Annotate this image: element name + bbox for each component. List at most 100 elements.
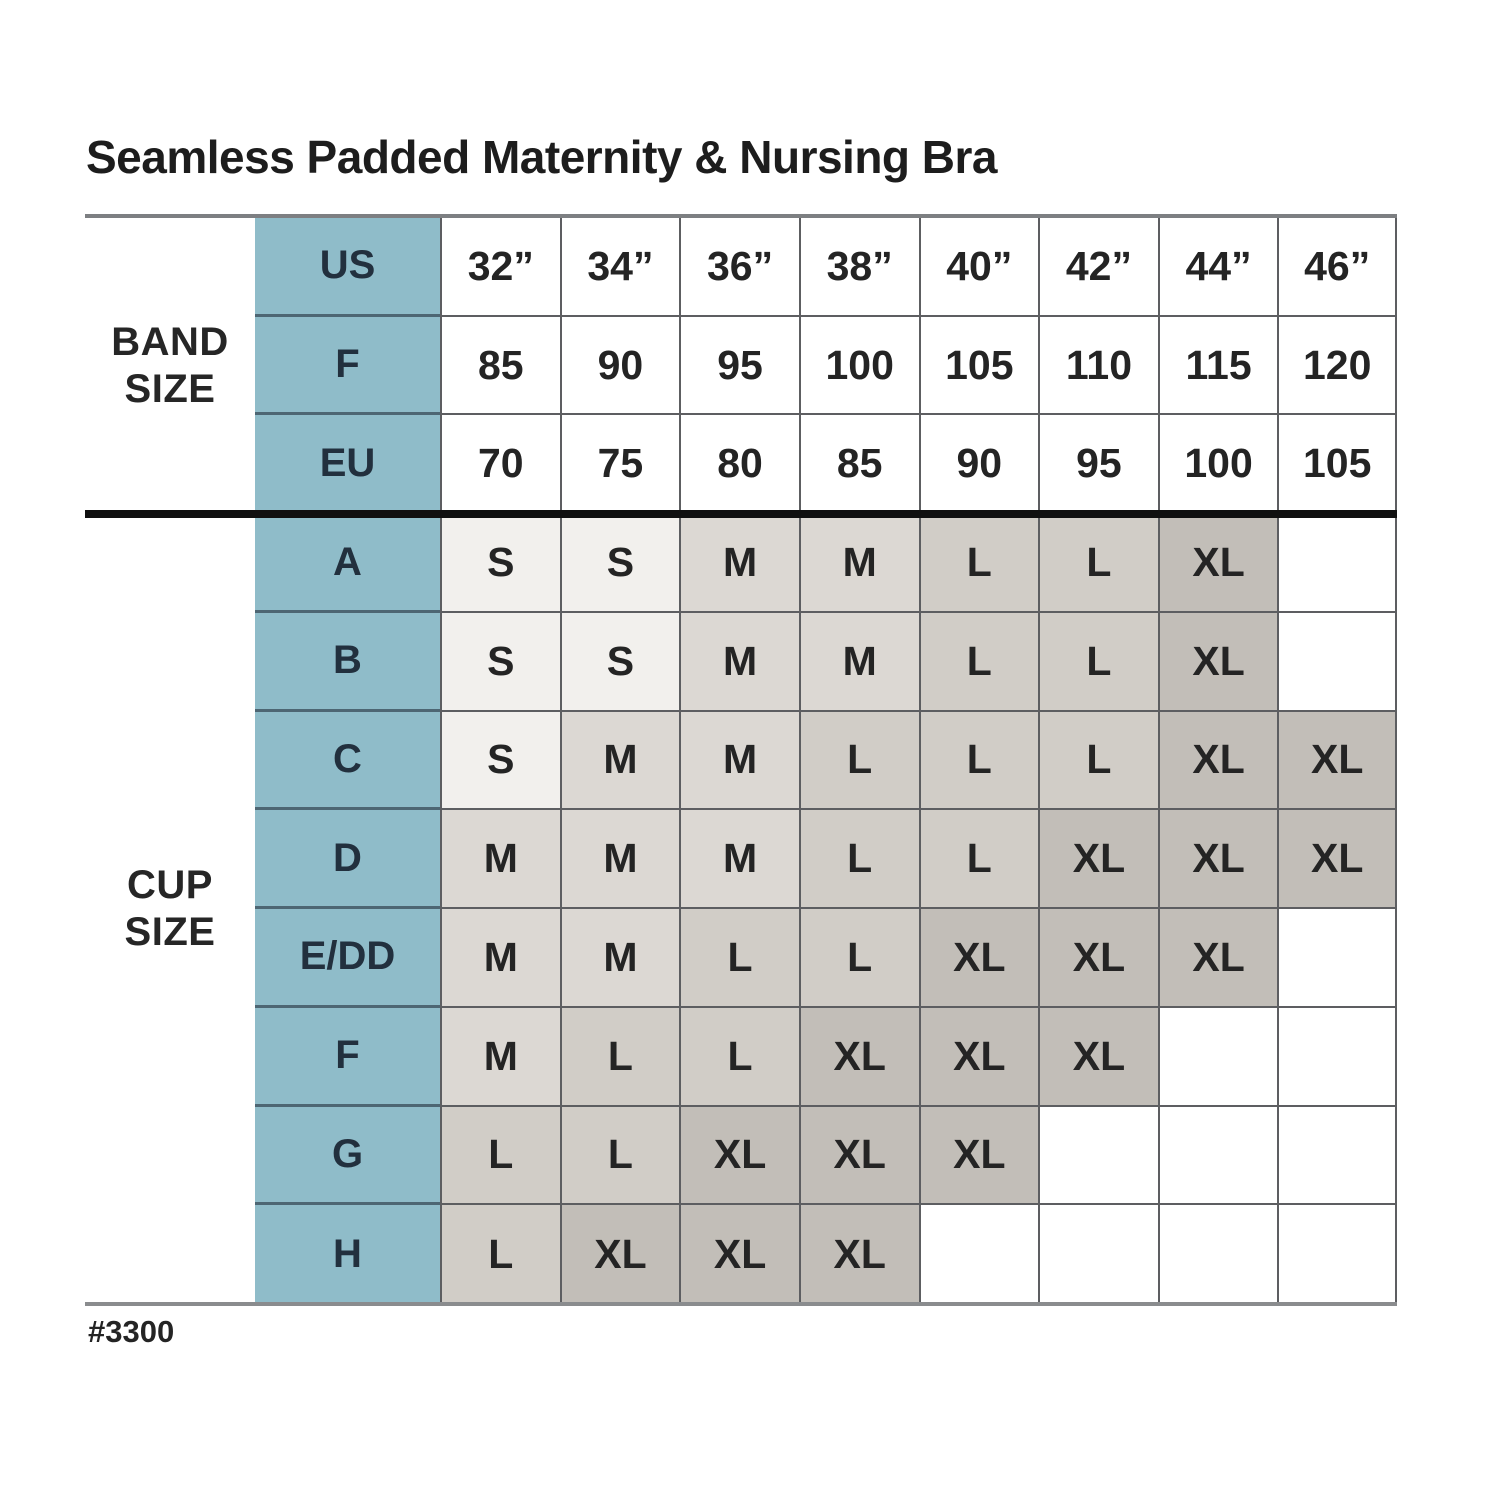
cup-size-cell: M bbox=[559, 711, 680, 811]
cup-size-cell bbox=[918, 1205, 1039, 1304]
cup-size-cell: S bbox=[559, 514, 680, 613]
cup-size-cell: L bbox=[918, 810, 1039, 910]
band-size-label: BAND SIZE bbox=[111, 319, 229, 412]
band-value-cell: 95 bbox=[679, 316, 799, 416]
band-value-cell: 32” bbox=[440, 218, 560, 317]
cup-size-cell: XL bbox=[1038, 909, 1158, 1008]
band-value-cell: 115 bbox=[1157, 316, 1278, 416]
row-key-cell: A bbox=[255, 514, 440, 613]
band-value-cell: 105 bbox=[1277, 415, 1397, 515]
band-value-cell: 90 bbox=[918, 415, 1039, 515]
band-value-cell: 80 bbox=[679, 415, 799, 515]
cup-size-cell bbox=[1277, 612, 1397, 712]
page-title: Seamless Padded Maternity & Nursing Bra bbox=[86, 131, 998, 183]
cup-size-cell: XL bbox=[798, 1007, 919, 1107]
cup-size-cell: XL bbox=[1157, 711, 1278, 811]
cup-size-cell: M bbox=[679, 514, 799, 613]
row-key-cell: B bbox=[255, 612, 440, 712]
row-key-cell: US bbox=[255, 218, 440, 317]
band-value-cell: 85 bbox=[798, 415, 919, 515]
cup-size-cell: XL bbox=[679, 1205, 799, 1304]
cup-size-cell: L bbox=[440, 1106, 560, 1206]
band-value-cell: 36” bbox=[679, 218, 799, 317]
band-value-cell: 105 bbox=[918, 316, 1039, 416]
cup-size-cell: L bbox=[798, 711, 919, 811]
cup-size-cell: M bbox=[679, 810, 799, 910]
cup-size-cell: XL bbox=[918, 1007, 1039, 1107]
cup-size-cell: XL bbox=[918, 1106, 1039, 1206]
cup-size-cell: M bbox=[559, 909, 680, 1008]
cup-size-cell: XL bbox=[1038, 810, 1158, 910]
cup-size-cell: L bbox=[1038, 711, 1158, 811]
cup-size-cell: L bbox=[918, 514, 1039, 613]
cup-size-cell bbox=[1277, 1007, 1397, 1107]
cup-size-cell: M bbox=[798, 514, 919, 613]
cup-size-cell: M bbox=[798, 612, 919, 712]
band-value-cell: 90 bbox=[559, 316, 680, 416]
cup-size-cell: M bbox=[440, 909, 560, 1008]
cup-size-cell: L bbox=[918, 711, 1039, 811]
cup-size-cell: XL bbox=[1157, 612, 1278, 712]
cup-size-cell: L bbox=[440, 1205, 560, 1304]
row-key-cell: F bbox=[255, 1007, 440, 1107]
cup-size-cell: L bbox=[798, 810, 919, 910]
band-value-cell: 110 bbox=[1038, 316, 1158, 416]
cup-size-cell: M bbox=[679, 612, 799, 712]
cup-size-cell: L bbox=[798, 909, 919, 1008]
cup-size-cell bbox=[1157, 1007, 1278, 1107]
band-value-cell: 120 bbox=[1277, 316, 1397, 416]
cup-size-cell bbox=[1277, 909, 1397, 1008]
cup-size-cell: M bbox=[559, 810, 680, 910]
band-value-cell: 40” bbox=[918, 218, 1039, 317]
cup-size-cell bbox=[1038, 1205, 1158, 1304]
cup-size-cell: XL bbox=[918, 909, 1039, 1008]
cup-size-cell bbox=[1277, 1205, 1397, 1304]
cup-size-cell: S bbox=[440, 514, 560, 613]
row-key-cell: H bbox=[255, 1205, 440, 1304]
cup-size-cell: L bbox=[559, 1007, 680, 1107]
row-key-cell: D bbox=[255, 810, 440, 910]
cup-size-cell: XL bbox=[1157, 909, 1278, 1008]
cup-size-cell: L bbox=[1038, 612, 1158, 712]
cup-size-cell: L bbox=[679, 1007, 799, 1107]
cup-size-cell: S bbox=[559, 612, 680, 712]
row-key-cell: EU bbox=[255, 415, 440, 515]
cup-size-cell: XL bbox=[1157, 514, 1278, 613]
table-top-border bbox=[85, 214, 1397, 218]
size-chart-table: BAND SIZE CUP SIZE US 32” 34” 36” 38” 40” 42” 44”… bbox=[85, 218, 1397, 1304]
cup-size-cell bbox=[1277, 1106, 1397, 1206]
band-value-cell: 100 bbox=[798, 316, 919, 416]
cup-size-cell: XL bbox=[679, 1106, 799, 1206]
cup-size-cell: S bbox=[440, 612, 560, 712]
cup-size-cell: S bbox=[440, 711, 560, 811]
cup-size-cell: XL bbox=[798, 1106, 919, 1206]
cup-size-cell: XL bbox=[1277, 711, 1397, 811]
cup-size-cell: L bbox=[679, 909, 799, 1008]
band-value-cell: 44” bbox=[1157, 218, 1278, 317]
cup-size-cell: XL bbox=[1157, 810, 1278, 910]
style-number: #3300 bbox=[88, 1314, 175, 1349]
cup-size-cell bbox=[1277, 514, 1397, 613]
cup-size-cell: L bbox=[1038, 514, 1158, 613]
cup-size-cell: XL bbox=[559, 1205, 680, 1304]
band-value-cell: 85 bbox=[440, 316, 560, 416]
cup-size-cell: XL bbox=[1038, 1007, 1158, 1107]
band-value-cell: 42” bbox=[1038, 218, 1158, 317]
cup-size-label: CUP SIZE bbox=[124, 862, 216, 955]
cup-size-cell bbox=[1157, 1106, 1278, 1206]
row-key-cell: F bbox=[255, 316, 440, 416]
cup-size-cell: L bbox=[559, 1106, 680, 1206]
cup-size-cell: XL bbox=[798, 1205, 919, 1304]
row-key-cell: E/DD bbox=[255, 909, 440, 1008]
cup-size-cell bbox=[1038, 1106, 1158, 1206]
cup-size-cell: L bbox=[918, 612, 1039, 712]
band-value-cell: 46” bbox=[1277, 218, 1397, 317]
row-key-cell: G bbox=[255, 1106, 440, 1206]
band-value-cell: 34” bbox=[559, 218, 680, 317]
cup-size-cell: M bbox=[440, 810, 560, 910]
row-key-cell: C bbox=[255, 711, 440, 811]
band-value-cell: 75 bbox=[559, 415, 680, 515]
band-value-cell: 38” bbox=[798, 218, 919, 317]
band-value-cell: 70 bbox=[440, 415, 560, 515]
